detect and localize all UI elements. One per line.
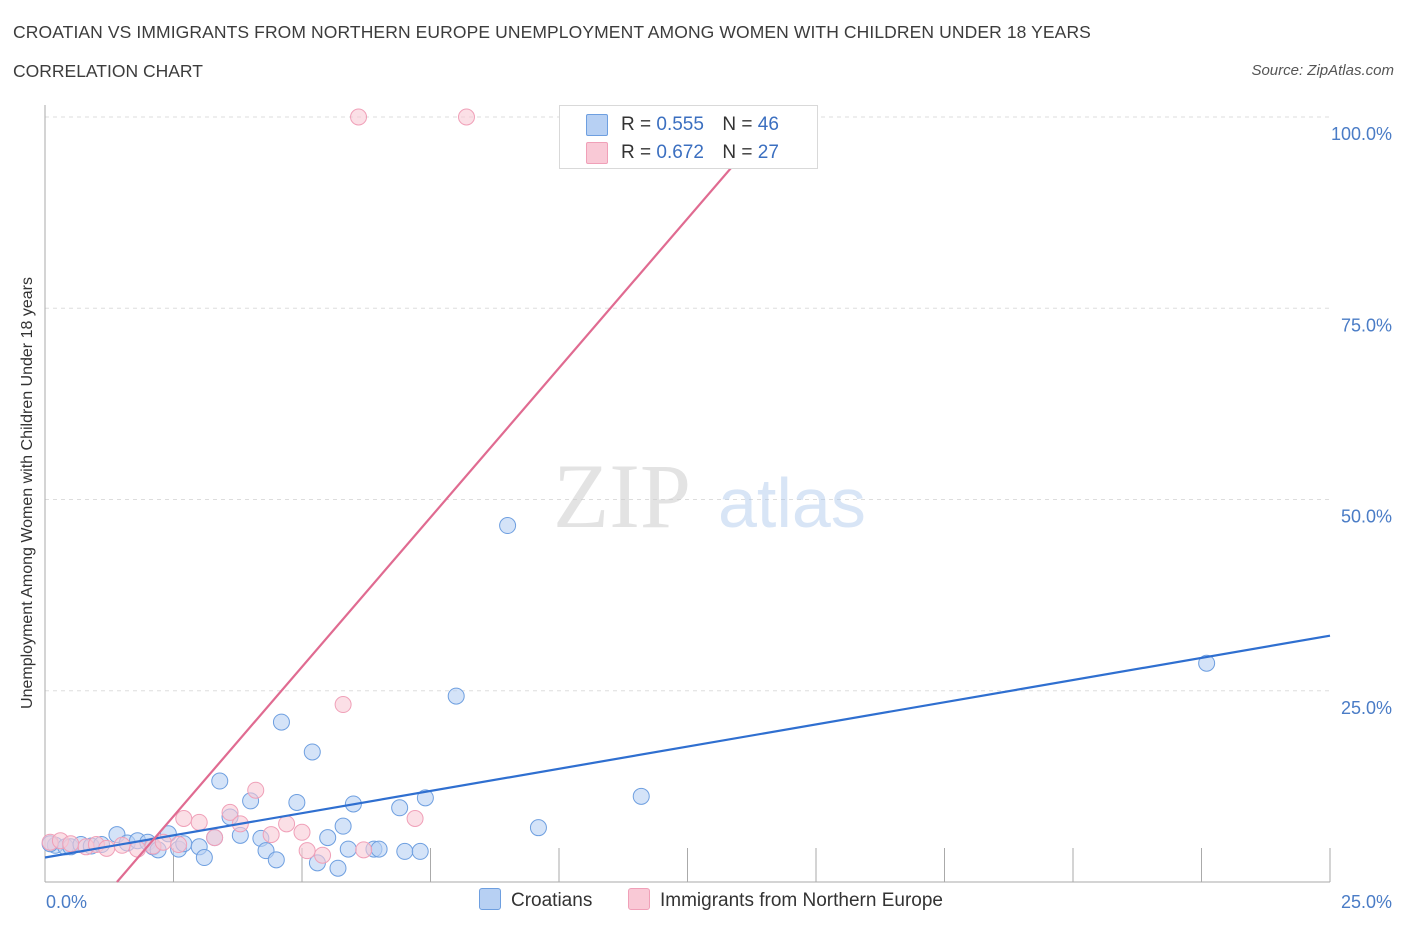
bottom-legend-croatians: Croatians xyxy=(479,888,593,914)
immigrant-point xyxy=(62,835,80,853)
watermark-zip: ZIP xyxy=(553,445,691,547)
chart-title: CROATIAN VS IMMIGRANTS FROM NORTHERN EUR… xyxy=(13,22,1091,42)
croatian-point xyxy=(267,851,285,869)
bottom-legend-immigrants: Immigrants from Northern Europe xyxy=(628,888,943,914)
series-immigrants xyxy=(41,108,475,864)
croatian-point xyxy=(195,849,213,867)
croatian-point xyxy=(303,743,321,761)
y-tick-label: 25.0% xyxy=(1341,698,1392,718)
x-tick-label: 25.0% xyxy=(1341,892,1392,912)
immigrant-point xyxy=(170,836,188,854)
watermark: ZIP atlas xyxy=(553,445,866,547)
immigrant-point xyxy=(298,842,316,860)
watermark-atlas: atlas xyxy=(718,464,866,542)
croatian-point xyxy=(329,859,347,877)
trend-line-immigrants xyxy=(116,116,776,883)
bottom-legend-label: Croatians xyxy=(511,890,593,912)
y-tick-label: 100.0% xyxy=(1331,124,1392,144)
bottom-legend-label: Immigrants from Northern Europe xyxy=(660,890,943,912)
immigrant-point xyxy=(247,781,265,799)
axes xyxy=(44,105,1331,883)
legend-n-value: 27 xyxy=(757,142,779,164)
immigrant-point xyxy=(293,823,311,841)
croatian-point xyxy=(370,840,388,858)
immigrant-point xyxy=(406,810,424,828)
croatian-point xyxy=(272,713,290,731)
immigrant-point xyxy=(457,108,475,126)
immigrant-point xyxy=(175,810,193,828)
tick-labels: 25.0% 50.0% 75.0% 100.0% 0.0% 25.0% xyxy=(46,124,1392,912)
x-tick-label: 0.0% xyxy=(46,892,87,912)
legend-n-label: N = xyxy=(722,142,753,164)
legend-swatch-immigrants xyxy=(586,142,608,164)
croatian-point xyxy=(319,829,337,847)
croatian-point xyxy=(499,517,517,535)
immigrant-point xyxy=(334,696,352,714)
source-label: Source: ZipAtlas.com xyxy=(1251,62,1394,79)
croatian-point xyxy=(529,819,547,837)
trend-line-croatians xyxy=(44,634,1331,859)
legend-n-value: 46 xyxy=(757,114,779,136)
data-points xyxy=(41,108,1216,877)
immigrant-point xyxy=(190,813,208,831)
legend-row-immigrants: R = 0.672 N = 27 xyxy=(586,142,779,164)
immigrant-point xyxy=(262,826,280,844)
y-tick-label: 75.0% xyxy=(1341,315,1392,335)
croatian-point xyxy=(1198,654,1216,672)
croatian-point xyxy=(391,799,409,817)
legend-row-croatians: R = 0.555 N = 46 xyxy=(586,114,779,136)
croatian-point xyxy=(211,772,229,790)
immigrant-point xyxy=(278,815,296,833)
legend-r-label: R = xyxy=(621,142,652,164)
stats-legend: R = 0.555 N = 46 R = 0.672 N = 27 xyxy=(559,105,818,169)
immigrant-point xyxy=(221,803,239,821)
legend-n-label: N = xyxy=(722,114,753,136)
trend-lines xyxy=(44,116,1331,883)
croatian-point xyxy=(416,789,434,807)
legend-swatch-croatians xyxy=(586,114,608,136)
bottom-legend-swatch xyxy=(628,888,650,910)
immigrant-point xyxy=(350,108,368,126)
bottom-legend-swatch xyxy=(479,888,501,910)
croatian-point xyxy=(396,842,414,860)
immigrant-point xyxy=(355,841,373,859)
croatian-point xyxy=(411,842,429,860)
series-croatians xyxy=(41,517,1216,877)
legend-r-value: 0.555 xyxy=(656,114,704,136)
croatian-point xyxy=(632,787,650,805)
legend-r-value: 0.672 xyxy=(656,142,704,164)
chart-subtitle: CORRELATION CHART xyxy=(13,61,203,81)
croatian-point xyxy=(334,817,352,835)
immigrant-point xyxy=(206,829,224,847)
croatian-point xyxy=(288,793,306,811)
y-tick-label: 50.0% xyxy=(1341,507,1392,527)
grid-lines xyxy=(45,116,1330,692)
legend-r-label: R = xyxy=(621,114,652,136)
immigrant-point xyxy=(314,846,332,864)
croatian-point xyxy=(339,840,357,858)
croatian-point xyxy=(447,687,465,705)
